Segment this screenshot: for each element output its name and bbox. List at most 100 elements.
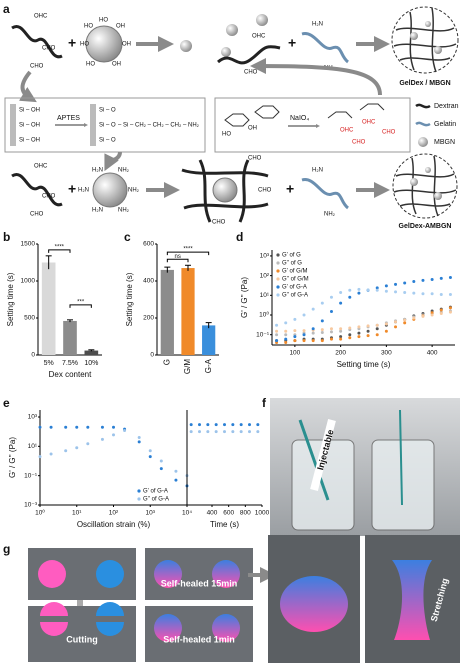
data-point (275, 329, 279, 333)
panel-label: e (3, 396, 10, 410)
group-label: NH₂ (128, 188, 140, 194)
data-point (86, 425, 90, 429)
data-point (198, 423, 201, 427)
data-point (439, 311, 443, 315)
x-tick-label: 1000 (255, 510, 270, 517)
group-label: H₂N (92, 168, 103, 174)
data-point (375, 327, 379, 331)
group-label: Si – O (99, 108, 116, 114)
data-point (366, 329, 370, 333)
legend-label: G'' of G/M (282, 277, 309, 283)
legend-label: G'' of G-A (143, 497, 169, 503)
bar (84, 350, 99, 355)
data-point (284, 321, 288, 325)
group-label: H₂N (312, 22, 323, 28)
legend-marker (276, 253, 280, 257)
photo-label: Self-healed 1min (163, 634, 235, 644)
data-point (214, 423, 218, 427)
data-point (339, 301, 343, 305)
y-tick-label: 10³ (28, 414, 38, 421)
plus: + (68, 35, 76, 51)
data-point (403, 290, 407, 294)
group-label: NH₂ (118, 208, 130, 214)
data-point (348, 333, 352, 337)
data-point (394, 325, 398, 329)
panel-label: b (3, 230, 10, 244)
group-label: CHO (30, 212, 44, 218)
legend-label: MBGN (434, 139, 455, 146)
x-tick-label: 300 (381, 350, 392, 357)
data-point (148, 449, 152, 453)
photo-self-healing: Cutting Self-healed 1min Self-healed 15m… (28, 535, 460, 663)
data-point (189, 423, 193, 427)
data-point (214, 430, 218, 434)
data-point (339, 327, 343, 331)
data-point (384, 322, 388, 326)
group-label: CHO (244, 70, 258, 76)
photo-label: Self-healed 15min (161, 578, 238, 588)
data-point (100, 437, 104, 441)
data-point (275, 333, 279, 337)
data-point (248, 430, 251, 434)
data-point (357, 331, 361, 335)
legend-marker (137, 489, 141, 493)
data-point (302, 333, 306, 337)
data-point (320, 301, 324, 305)
bar (181, 268, 195, 355)
group-label: OHC (362, 120, 376, 126)
legend-label: Gelatin (434, 121, 456, 128)
x-tick-label: 10² (109, 510, 119, 517)
group-label: CHO (248, 156, 262, 162)
data-point (284, 333, 288, 337)
group-label: OHC (252, 34, 266, 40)
plus: + (286, 181, 294, 197)
group-label: H₂N (312, 168, 323, 174)
group-label: CHO (382, 130, 396, 136)
y-tick-label: 0 (150, 352, 154, 359)
group-label: HO (80, 42, 89, 48)
data-point (239, 423, 243, 427)
panel-label: d (236, 230, 243, 244)
data-point (49, 425, 53, 429)
data-point (412, 280, 416, 284)
data-point (448, 310, 452, 314)
plus: + (288, 35, 296, 51)
data-point (357, 291, 361, 295)
data-point (448, 293, 452, 297)
y-tick-label: 10¹ (28, 443, 38, 450)
data-point (159, 459, 163, 463)
significance-bracket (166, 251, 210, 256)
group-label: OH (248, 126, 257, 132)
panel-label: c (124, 230, 131, 244)
y-tick-label: 600 (143, 241, 154, 248)
data-point (366, 324, 370, 328)
significance-label: *** (77, 299, 85, 305)
reagent-label: NaIO₄ (290, 115, 309, 122)
group-label: HO (99, 18, 108, 24)
photo-label: Cutting (66, 634, 98, 644)
x-tick-label: G-A (204, 358, 213, 373)
data-point (357, 287, 361, 291)
group-label: CHO (352, 140, 366, 146)
product-label: GelDex / MBGN (399, 80, 450, 87)
bar (202, 325, 216, 355)
group-label: CHO (212, 220, 226, 226)
group-label: OHC (34, 164, 48, 170)
y-tick-label: 10² (260, 272, 270, 279)
data-point (439, 308, 443, 312)
data-point (384, 329, 388, 333)
data-point (430, 311, 434, 315)
data-point (231, 430, 235, 434)
data-point (100, 425, 104, 429)
data-point (231, 423, 235, 427)
data-point (38, 455, 42, 459)
data-point (64, 449, 68, 453)
x-tick-label: 100 (289, 350, 300, 357)
x-tick-label: 200 (335, 350, 346, 357)
plus: + (68, 181, 76, 197)
data-point (38, 425, 42, 429)
y-tick-label: 10⁰ (259, 311, 269, 319)
data-point (430, 313, 434, 317)
x-tick-label: 600 (223, 510, 234, 517)
x-axis-label: Oscillation strain (%) (77, 520, 151, 529)
